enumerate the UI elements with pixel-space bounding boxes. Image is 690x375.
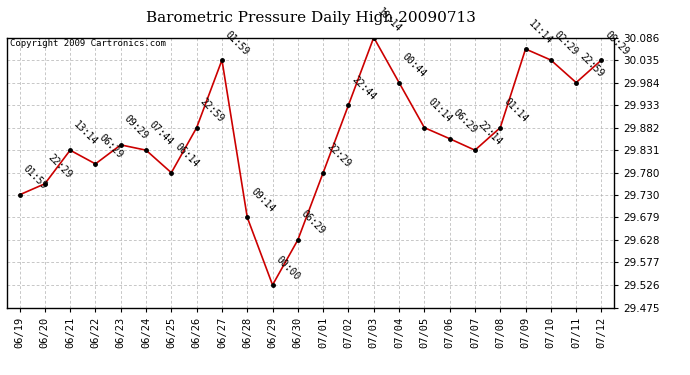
Text: 06:29: 06:29 [97, 133, 125, 160]
Text: Barometric Pressure Daily High 20090713: Barometric Pressure Daily High 20090713 [146, 11, 475, 25]
Text: 13:14: 13:14 [72, 119, 99, 147]
Text: 00:00: 00:00 [274, 254, 302, 282]
Text: 01:59: 01:59 [21, 164, 49, 192]
Text: 09:29: 09:29 [122, 114, 150, 142]
Text: 02:29: 02:29 [552, 29, 580, 57]
Text: 22:29: 22:29 [324, 142, 353, 170]
Text: 00:44: 00:44 [400, 51, 428, 80]
Text: 22:14: 22:14 [476, 119, 504, 147]
Text: 09:29: 09:29 [603, 29, 631, 57]
Text: 22:29: 22:29 [46, 153, 74, 180]
Text: 01:14: 01:14 [502, 97, 529, 124]
Text: 07:44: 07:44 [148, 119, 175, 147]
Text: 06:29: 06:29 [451, 108, 479, 135]
Text: 01:59: 01:59 [224, 29, 251, 57]
Text: Copyright 2009 Cartronics.com: Copyright 2009 Cartronics.com [10, 39, 166, 48]
Text: 06:29: 06:29 [299, 209, 327, 237]
Text: 06:14: 06:14 [172, 142, 201, 170]
Text: 22:44: 22:44 [350, 74, 377, 102]
Text: 01:14: 01:14 [426, 97, 453, 124]
Text: 22:59: 22:59 [198, 97, 226, 124]
Text: 10:14: 10:14 [375, 6, 403, 34]
Text: 09:14: 09:14 [248, 186, 277, 214]
Text: 22:59: 22:59 [578, 51, 605, 80]
Text: 11:14: 11:14 [527, 18, 555, 46]
